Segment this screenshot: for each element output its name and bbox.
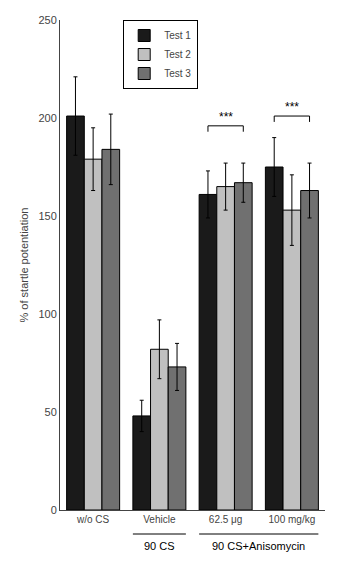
svg-text:50: 50 [45, 406, 57, 418]
svg-text:Test 2: Test 2 [164, 49, 191, 60]
svg-text:62.5 μg: 62.5 μg [209, 514, 243, 525]
svg-text:200: 200 [38, 112, 56, 124]
svg-text:w/o CS: w/o CS [76, 514, 110, 525]
svg-text:Vehicle: Vehicle [143, 514, 176, 525]
svg-text:100 mg/kg: 100 mg/kg [269, 514, 316, 525]
svg-text:Test 1: Test 1 [164, 30, 191, 41]
svg-text:% of startle potentiation: % of startle potentiation [18, 208, 30, 323]
svg-text:Test 3: Test 3 [164, 68, 191, 79]
svg-text:90 CS: 90 CS [144, 540, 175, 552]
svg-text:***: *** [285, 100, 299, 114]
svg-text:90 CS+Anisomycin: 90 CS+Anisomycin [212, 540, 305, 552]
svg-text:150: 150 [38, 210, 56, 222]
svg-text:***: *** [219, 110, 233, 124]
svg-text:100: 100 [38, 308, 56, 320]
svg-text:250: 250 [38, 14, 56, 26]
svg-text:0: 0 [51, 504, 57, 516]
